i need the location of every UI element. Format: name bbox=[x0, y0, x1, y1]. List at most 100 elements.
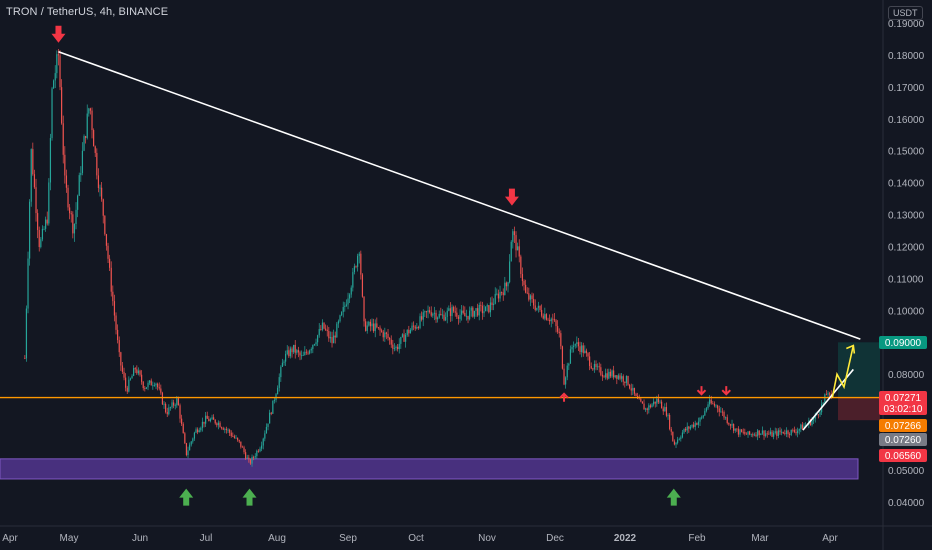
candle-body bbox=[742, 431, 744, 433]
candle-body bbox=[353, 266, 356, 273]
candle-body bbox=[584, 350, 586, 354]
x-tick-label: Oct bbox=[408, 533, 424, 544]
candle-body bbox=[416, 326, 418, 329]
candle-body bbox=[205, 415, 207, 424]
green-up-arrow-marker bbox=[179, 488, 194, 506]
candle-body bbox=[589, 356, 591, 367]
candle-body bbox=[625, 376, 628, 383]
candle-body bbox=[761, 430, 764, 434]
candle-body bbox=[477, 308, 479, 316]
currency-unit-button[interactable]: USDT bbox=[888, 6, 923, 20]
candle-body bbox=[67, 187, 69, 208]
price-tag-label: 0.09000 bbox=[885, 338, 922, 349]
candle-body bbox=[673, 441, 676, 445]
candle-body bbox=[545, 314, 548, 320]
candle-body bbox=[200, 427, 202, 431]
candle-body bbox=[237, 437, 239, 440]
candle-body bbox=[699, 417, 701, 422]
candle-body bbox=[320, 329, 322, 330]
candle-body bbox=[198, 430, 200, 433]
projection-path[interactable] bbox=[831, 345, 855, 398]
candle-body bbox=[488, 305, 490, 313]
candle-body bbox=[118, 340, 120, 353]
candle-body bbox=[437, 317, 439, 320]
candle-body bbox=[587, 353, 589, 357]
candle-body bbox=[667, 414, 669, 416]
candle-body bbox=[542, 315, 544, 319]
candle-body bbox=[440, 313, 442, 315]
candle-body bbox=[590, 366, 592, 369]
candle-body bbox=[197, 429, 199, 433]
profit-target-zone[interactable] bbox=[838, 342, 880, 398]
candle-body bbox=[350, 287, 352, 295]
candle-body bbox=[72, 214, 74, 234]
candle-body bbox=[110, 267, 112, 292]
candle-body bbox=[430, 312, 432, 316]
candle-body bbox=[184, 433, 186, 444]
candle-body bbox=[619, 375, 621, 379]
candle-body bbox=[461, 310, 463, 315]
candle-body bbox=[281, 362, 284, 367]
price-tag[interactable] bbox=[879, 419, 927, 432]
candle-body bbox=[286, 350, 288, 354]
candle-body bbox=[457, 316, 460, 319]
candle-body bbox=[280, 366, 282, 378]
candle-body bbox=[803, 425, 805, 430]
candle-body bbox=[534, 305, 536, 310]
candle-body bbox=[101, 187, 103, 200]
candle-body bbox=[729, 424, 732, 426]
candle-body bbox=[526, 292, 528, 294]
candle-body bbox=[664, 407, 666, 412]
candle-body bbox=[360, 253, 362, 275]
candle-body bbox=[392, 344, 394, 349]
candle-body bbox=[25, 308, 28, 359]
candle-body bbox=[574, 343, 576, 346]
candle-body bbox=[336, 323, 338, 338]
support-zone[interactable] bbox=[0, 458, 859, 480]
candle-body bbox=[686, 426, 688, 431]
candle-body bbox=[406, 329, 408, 335]
candle-body bbox=[203, 421, 205, 424]
candle-body bbox=[629, 384, 631, 389]
candle-body bbox=[435, 312, 437, 320]
candle-body bbox=[582, 345, 584, 354]
candle-body bbox=[685, 428, 687, 431]
candle-body bbox=[601, 374, 604, 377]
candle-body bbox=[721, 411, 724, 413]
descending-trendline[interactable] bbox=[58, 50, 861, 340]
candle-body bbox=[70, 213, 72, 215]
candle-body bbox=[715, 405, 717, 407]
candle-body bbox=[720, 411, 722, 413]
candle-body bbox=[219, 422, 221, 428]
candle-body bbox=[267, 423, 269, 427]
price-tag[interactable] bbox=[879, 433, 927, 446]
candle-body bbox=[561, 346, 564, 369]
candle-body bbox=[470, 307, 472, 311]
candle-body bbox=[371, 323, 373, 327]
candle-body bbox=[641, 401, 644, 404]
candle-body bbox=[238, 439, 240, 442]
candle-body bbox=[454, 311, 456, 313]
candle-body bbox=[65, 175, 68, 188]
candle-body bbox=[251, 457, 253, 464]
projection-arrowhead bbox=[846, 344, 856, 354]
candle-body bbox=[648, 405, 650, 411]
candle-body bbox=[465, 315, 468, 317]
candle-body bbox=[128, 379, 130, 392]
price-tag[interactable] bbox=[879, 336, 927, 349]
price-tag[interactable] bbox=[879, 449, 927, 462]
candle-body bbox=[171, 402, 173, 408]
candle-body bbox=[581, 345, 583, 353]
y-tick-label: 0.14000 bbox=[888, 179, 925, 190]
candle-body bbox=[374, 323, 376, 332]
candle-body bbox=[734, 428, 736, 431]
stop-loss-zone[interactable] bbox=[838, 397, 880, 421]
price-tag[interactable] bbox=[879, 391, 927, 415]
candle-body bbox=[709, 399, 711, 405]
candle-body bbox=[261, 445, 263, 449]
candle-body bbox=[483, 311, 485, 314]
candle-body bbox=[142, 381, 144, 389]
candle-body bbox=[397, 346, 399, 350]
x-tick-label: Mar bbox=[751, 533, 769, 544]
